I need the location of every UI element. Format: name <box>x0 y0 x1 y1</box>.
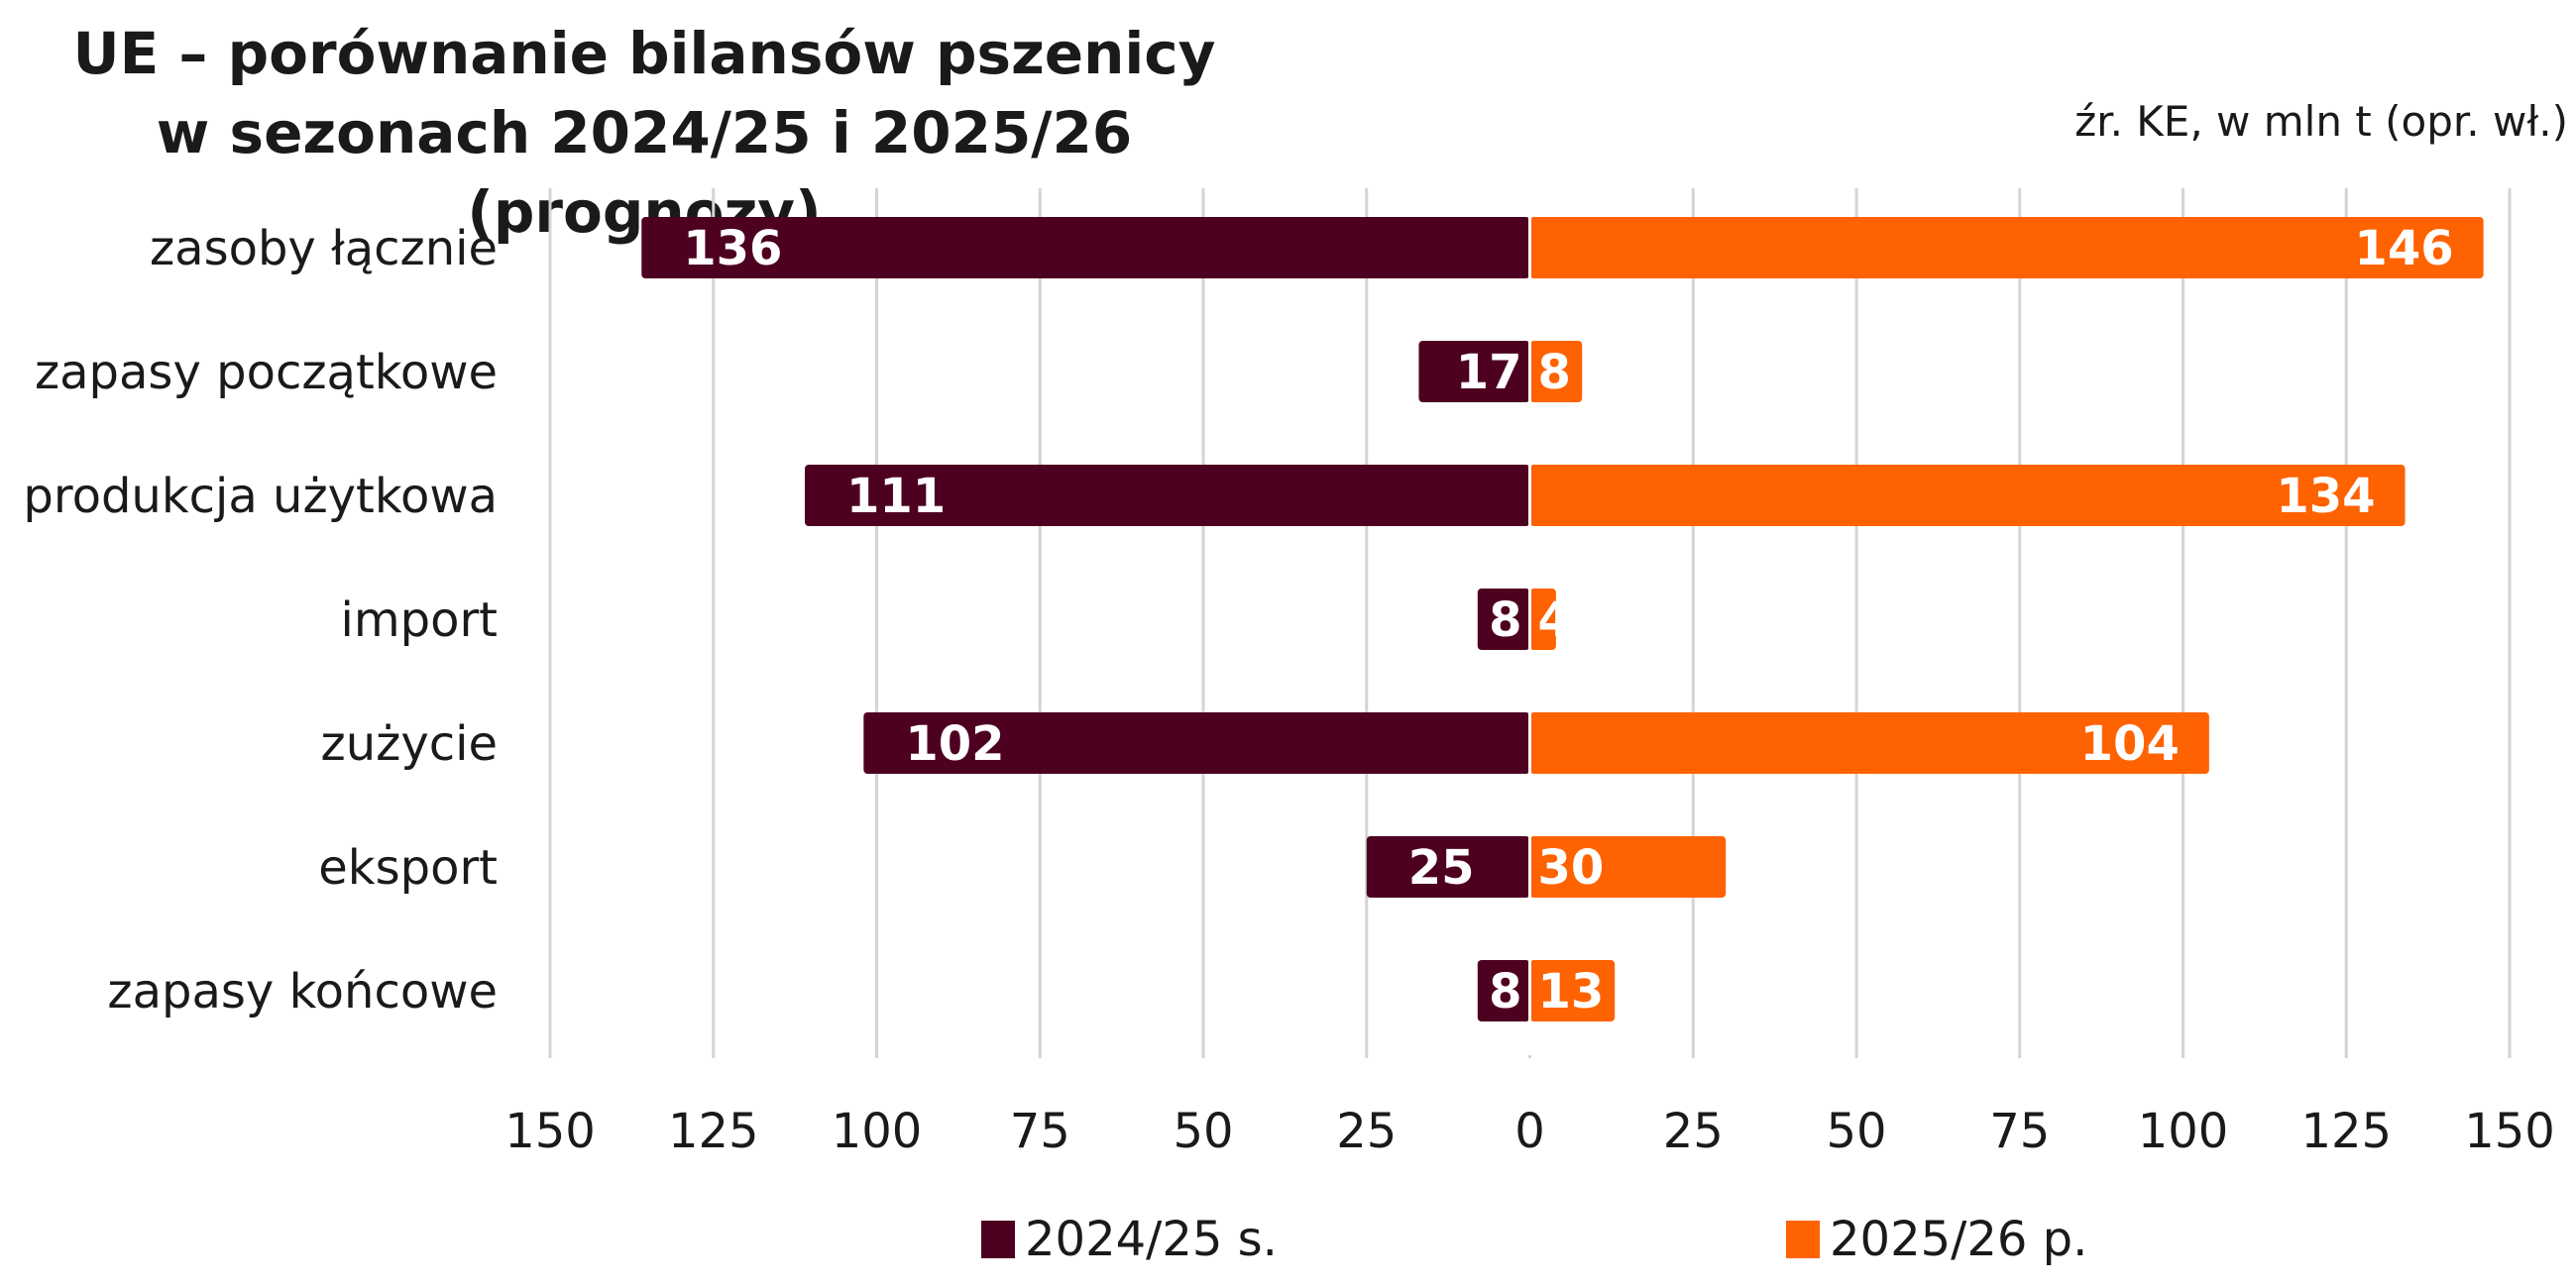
bar-2025-26 <box>1529 589 1556 650</box>
data-label-2025-26: 8 <box>1538 345 1571 400</box>
x-tick-label: 100 <box>2138 1104 2229 1159</box>
axis: 150 125 100 75 50 25 0 25 50 75 100 125 150 zasoby łą… <box>23 221 2554 1159</box>
bar-2024-25 <box>805 465 1530 526</box>
x-tick-label: 75 <box>1010 1104 1070 1159</box>
bar-2025-26 <box>1529 217 2484 278</box>
legend-label-2025-26: 2025/26 p. <box>1830 1212 2087 1267</box>
chart-title-line1: UE – porównanie bilansów pszenicy <box>72 20 1216 87</box>
category-label: zasoby łącznie <box>150 221 498 276</box>
x-tick-label: 0 <box>1514 1104 1545 1159</box>
data-label-2025-26: 4 <box>1538 592 1571 648</box>
bar-2024-25 <box>863 712 1530 774</box>
bar-2025-26 <box>1529 341 1583 402</box>
bar-2025-26 <box>1529 712 2209 774</box>
category-label: eksport <box>318 840 498 896</box>
x-tick-label: 25 <box>1663 1104 1724 1159</box>
chart-title: UE – porównanie bilansów pszenicy w sezo… <box>0 14 1288 252</box>
bar-2025-26 <box>1529 836 1727 898</box>
x-tick-label: 125 <box>668 1104 759 1159</box>
x-tick-label: 150 <box>504 1104 596 1159</box>
bar-2025-26 <box>1529 465 2406 526</box>
category-label: zapasy początkowe <box>35 345 498 400</box>
bar-2024-25 <box>1366 836 1530 898</box>
data-label-2024-25: 25 <box>1408 840 1475 896</box>
data-label-2024-25: 8 <box>1489 964 1521 1020</box>
bar-2024-25 <box>1418 341 1530 402</box>
bar-2024-25 <box>1477 960 1530 1021</box>
bar-2024-25 <box>1477 589 1530 650</box>
x-tick-label: 50 <box>1826 1104 1886 1159</box>
data-label-2024-25: 111 <box>846 469 946 524</box>
x-tick-label: 25 <box>1336 1104 1397 1159</box>
data-label-2025-26: 104 <box>2080 716 2180 772</box>
data-label-2025-26: 30 <box>1538 840 1605 896</box>
data-label-2025-26: 146 <box>2354 221 2453 276</box>
x-tick-label: 75 <box>1989 1104 2050 1159</box>
category-label: import <box>341 592 498 648</box>
x-tick-label: 50 <box>1173 1104 1233 1159</box>
data-label-2025-26: 13 <box>1538 964 1605 1020</box>
chart-source-note: źr. KE, w mln t (opr. wł.) <box>2074 97 2568 146</box>
legend: 2024/25 s. 2025/26 p. <box>981 1212 2087 1267</box>
legend-label-2024-25: 2024/25 s. <box>1025 1212 1278 1267</box>
data-label-2025-26: 134 <box>2276 469 2375 524</box>
data-label-2024-25: 102 <box>905 716 1004 772</box>
category-label: produkcja użytkowa <box>23 469 498 524</box>
data-label-2024-25: 8 <box>1489 592 1521 648</box>
chart-title-line2: w sezonach 2024/25 i 2025/26 (prognozy) <box>156 99 1133 246</box>
category-label: zużycie <box>321 716 498 772</box>
bar-2024-25 <box>641 217 1530 278</box>
bar-2025-26 <box>1529 960 1616 1021</box>
legend-swatch-2025-26 <box>1786 1221 1820 1258</box>
data-label-2024-25: 17 <box>1456 345 1522 400</box>
x-tick-label: 150 <box>2464 1104 2555 1159</box>
category-label: zapasy końcowe <box>107 964 498 1020</box>
legend-swatch-2024-25 <box>981 1221 1015 1258</box>
x-tick-label: 100 <box>832 1104 923 1159</box>
x-tick-label: 125 <box>2300 1104 2392 1159</box>
grid-lines <box>548 188 2512 1058</box>
data-label-2024-25: 136 <box>683 221 782 276</box>
